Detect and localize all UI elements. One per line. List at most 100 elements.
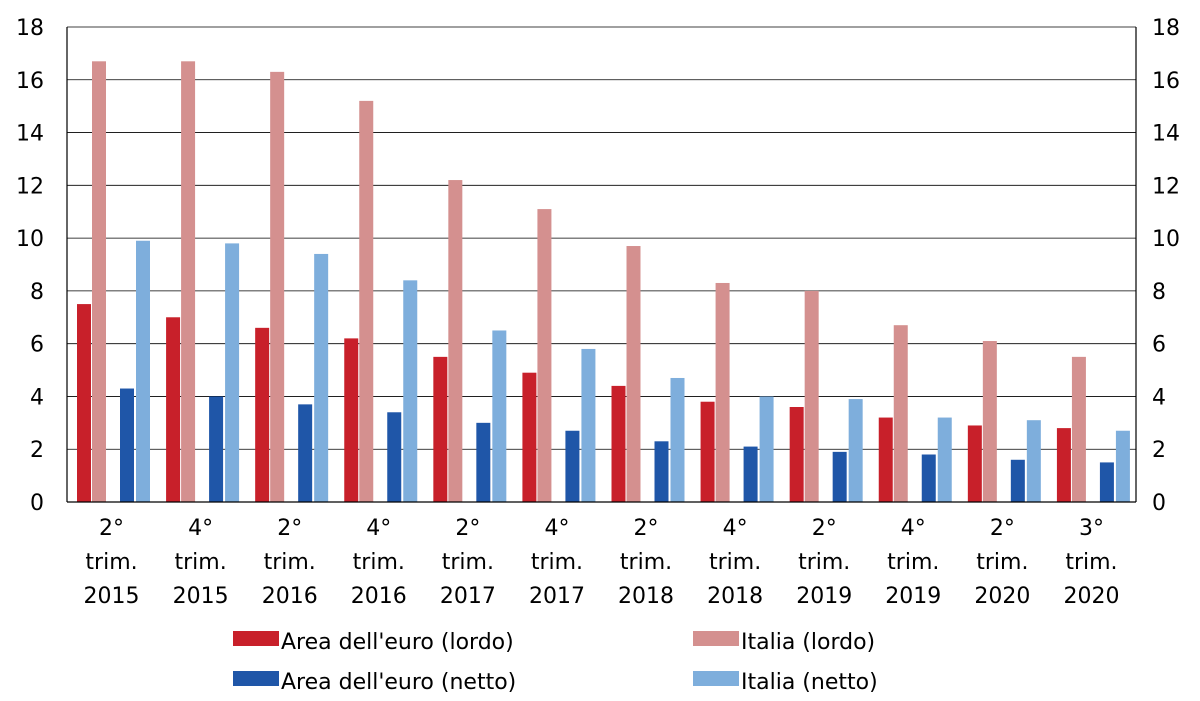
axes — [66, 27, 1137, 503]
y-tick-right: 10 — [1152, 227, 1180, 252]
bar-italia-lordo-0 — [92, 61, 106, 503]
bar-italia-lordo-4 — [448, 180, 463, 503]
x-tick-label: trim. — [175, 550, 227, 575]
bar-italia-netto-7 — [759, 396, 774, 502]
x-tick-label: trim. — [442, 550, 494, 575]
bar-area-dell-euro-lordo-11 — [1056, 428, 1071, 502]
x-tick-label: 4° — [366, 516, 391, 541]
bar-area-dell-euro-lordo-4 — [433, 356, 448, 502]
y-tick-right: 14 — [1152, 122, 1180, 147]
bar-italia-lordo-3 — [359, 100, 374, 502]
y-tick-right: 16 — [1152, 69, 1180, 94]
y-tick-left: 2 — [30, 438, 44, 463]
x-tick-label: trim. — [798, 550, 850, 575]
bar-area-dell-euro-netto-5 — [565, 430, 580, 502]
y-tick-right: 8 — [1152, 280, 1166, 305]
x-tick-label: trim. — [620, 550, 672, 575]
x-tick-label: trim. — [85, 550, 137, 575]
y-tick-left: 0 — [30, 491, 44, 516]
bar-area-dell-euro-lordo-0 — [77, 304, 91, 502]
legend-swatch-italia-lordo — [693, 631, 739, 646]
x-tick-label: trim. — [709, 550, 761, 575]
bar-area-dell-euro-netto-7 — [743, 446, 758, 502]
x-tick-label: trim. — [353, 550, 405, 575]
bar-area-dell-euro-lordo-1 — [166, 317, 181, 502]
bar-area-dell-euro-netto-9 — [921, 454, 936, 502]
x-tick-label: 2016 — [262, 584, 318, 609]
x-tick-label: 2019 — [885, 584, 941, 609]
x-tick-label: 2° — [99, 516, 124, 541]
y-tick-left: 18 — [16, 16, 44, 41]
bar-area-dell-euro-netto-2 — [298, 404, 313, 502]
bar-area-dell-euro-lordo-9 — [878, 417, 893, 502]
x-tick-label: 2018 — [707, 584, 763, 609]
bar-area-dell-euro-lordo-2 — [255, 327, 270, 502]
y-tick-left: 14 — [16, 122, 44, 147]
bar-italia-lordo-11 — [1071, 356, 1086, 502]
bar-italia-netto-3 — [403, 280, 418, 502]
bar-italia-netto-9 — [937, 417, 952, 502]
y-axis-left-ticks: 0 2 4 6 8 10 12 14 16 18 — [16, 16, 44, 516]
bar-italia-lordo-1 — [181, 61, 196, 503]
y-tick-left: 16 — [16, 69, 44, 94]
x-tick-label: 2019 — [796, 584, 852, 609]
bar-italia-lordo-9 — [893, 325, 908, 502]
bar-italia-lordo-8 — [804, 290, 819, 502]
bar-area-dell-euro-lordo-8 — [789, 407, 804, 502]
bar-area-dell-euro-lordo-10 — [967, 425, 982, 502]
y-tick-right: 18 — [1152, 16, 1180, 41]
bar-italia-netto-4 — [492, 330, 507, 502]
x-tick-label: 4° — [723, 516, 748, 541]
legend: Area dell'euro (lordo) Italia (lordo) Area… — [233, 630, 878, 695]
bar-italia-netto-1 — [225, 243, 240, 502]
bar-italia-lordo-7 — [715, 282, 730, 502]
bar-area-dell-euro-netto-10 — [1010, 459, 1025, 502]
bar-area-dell-euro-netto-0 — [120, 388, 134, 502]
x-tick-label: 2018 — [618, 584, 674, 609]
bar-italia-lordo-2 — [270, 71, 285, 502]
x-tick-label: 2017 — [529, 584, 585, 609]
legend-label-area-dell-euro-lordo: Area dell'euro (lordo) — [281, 630, 514, 655]
bar-area-dell-euro-lordo-5 — [522, 372, 537, 502]
x-tick-label: 4° — [544, 516, 569, 541]
y-tick-right: 2 — [1152, 438, 1166, 463]
bar-area-dell-euro-lordo-3 — [344, 338, 359, 502]
x-tick-label: 2° — [990, 516, 1015, 541]
x-tick-label: 4° — [188, 516, 213, 541]
y-tick-left: 6 — [30, 333, 44, 358]
bar-area-dell-euro-netto-11 — [1099, 462, 1114, 502]
x-tick-label: 2° — [455, 516, 480, 541]
bar-area-dell-euro-lordo-7 — [700, 401, 715, 502]
bar-area-dell-euro-netto-1 — [209, 396, 224, 502]
x-tick-label: trim. — [976, 550, 1028, 575]
bar-italia-lordo-10 — [982, 341, 997, 502]
y-tick-right: 6 — [1152, 333, 1166, 358]
y-tick-right: 4 — [1152, 385, 1166, 410]
y-tick-right: 12 — [1152, 174, 1180, 199]
x-tick-label: 2020 — [974, 584, 1030, 609]
y-axis-right-ticks: 0 2 4 6 8 10 12 14 16 18 — [1152, 16, 1180, 516]
x-tick-label: trim. — [1065, 550, 1117, 575]
x-tick-label: 2° — [812, 516, 837, 541]
x-tick-label: 2015 — [173, 584, 229, 609]
x-tick-label: 4° — [901, 516, 926, 541]
legend-label-italia-lordo: Italia (lordo) — [741, 630, 875, 655]
y-tick-left: 10 — [16, 227, 44, 252]
bar-italia-netto-5 — [581, 348, 596, 502]
legend-swatch-area-dell-euro-netto — [233, 671, 279, 686]
bar-area-dell-euro-netto-3 — [387, 412, 402, 502]
bar-area-dell-euro-lordo-6 — [611, 385, 626, 502]
x-axis-labels: 2° trim. 2015 4° trim. 2015 2° trim. 2016 4° trim.… — [84, 516, 1120, 609]
gridlines — [67, 26, 1136, 450]
y-tick-left: 12 — [16, 174, 44, 199]
x-tick-label: 2017 — [440, 584, 496, 609]
x-tick-label: 2016 — [351, 584, 407, 609]
x-tick-label: 3° — [1079, 516, 1104, 541]
bar-italia-netto-8 — [848, 399, 863, 502]
bars — [77, 61, 1130, 503]
bar-area-dell-euro-netto-4 — [476, 422, 491, 502]
x-tick-label: 2° — [277, 516, 302, 541]
y-tick-right: 0 — [1152, 491, 1166, 516]
x-tick-label: 2° — [634, 516, 659, 541]
x-tick-label: trim. — [264, 550, 316, 575]
